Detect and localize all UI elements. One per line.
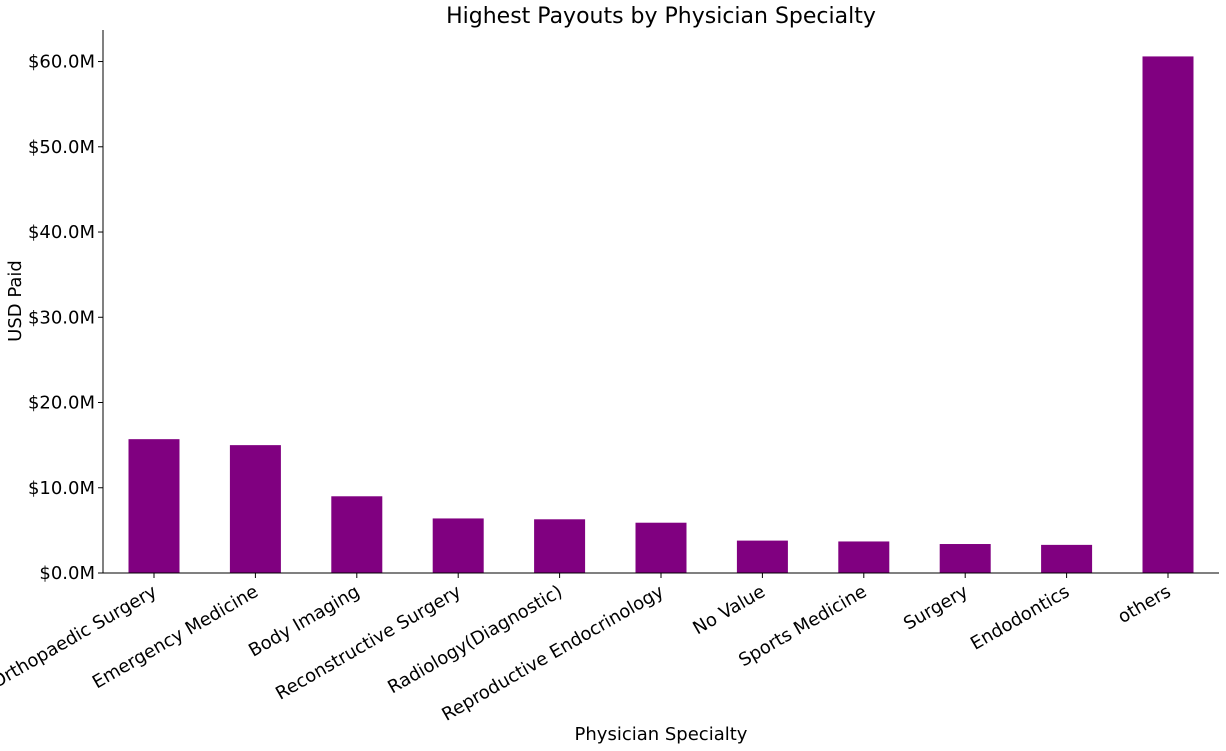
x-tick-label: Emergency Medicine [89,581,262,693]
y-tick-label: $50.0M [28,137,95,158]
x-tick-label: Reconstructive Surgery [272,581,465,704]
x-tick-label: Surgery [900,581,972,635]
x-axis-label: Physician Specialty [575,724,748,745]
x-tick-label: others [1114,581,1174,628]
bar [432,518,484,573]
bar [736,540,788,573]
x-tick-label: Orthopaedic Surgery [0,581,161,693]
y-axis-label: USD Paid [5,260,26,342]
bar [534,519,586,573]
x-tick-label: No Value [689,581,768,639]
bar [838,541,890,573]
y-tick-label: $0.0M [39,563,95,584]
bar [1142,56,1194,574]
bar [331,496,383,573]
x-tick-label: Radiology(Diagnostic) [384,581,566,698]
y-tick-label: $30.0M [28,307,95,328]
y-tick-label: $10.0M [28,478,95,499]
y-tick-label: $40.0M [28,222,95,243]
bar [635,522,687,573]
chart-title: Highest Payouts by Physician Specialty [446,4,876,29]
bar [229,445,281,573]
x-tick-label: Endodontics [967,581,1073,654]
bar [1041,544,1093,573]
y-tick-label: $60.0M [28,52,95,73]
bar [939,544,991,573]
bar [128,439,180,573]
y-tick-label: $20.0M [28,393,95,414]
